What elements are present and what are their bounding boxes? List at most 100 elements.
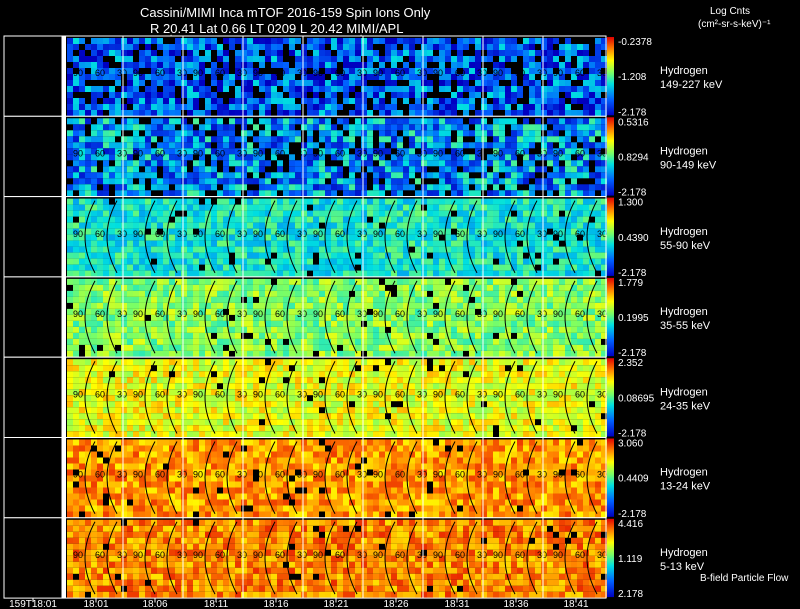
- panel-1: 90 60 30 90 60 30 90 60 30 90 60 30 90 60 30 90 60 30 90 60…: [3, 35, 723, 118]
- contour-label: 90: [373, 148, 383, 158]
- contour-label: 90: [193, 389, 203, 399]
- contour-label: 90: [493, 148, 503, 158]
- contour-label: 60: [215, 68, 225, 78]
- panels-group: 90 60 30 90 60 30 90 60 30 90 60 30 90 60 30 90 60 30 90 60…: [3, 35, 723, 600]
- colorbar-mid-label: 0.8294: [618, 152, 649, 163]
- contour-label: 90: [313, 148, 323, 158]
- contour-label: 60: [515, 148, 525, 158]
- contour-label: 90: [493, 229, 503, 239]
- species-label: Hydrogen: [660, 467, 708, 479]
- contour-label: 30: [297, 148, 307, 158]
- contour-label: 30: [597, 550, 607, 560]
- panel-4-contours: 90 60 30 90 60 30 90 60 30 90 60 30 90 60 30 90 60 30 90 60…: [73, 280, 607, 354]
- contour-label: 30: [597, 309, 607, 319]
- panel-4: 90 60 30 90 60 30 90 60 30 90 60 30 90 60 30 90 60 30 90 60…: [3, 276, 711, 359]
- contour-label: 60: [95, 148, 105, 158]
- colorbar-max-label: 0.5316: [618, 117, 649, 128]
- contour-label: 90: [553, 550, 563, 560]
- contour-label: 90: [133, 229, 143, 239]
- colorbar-min-label: -2.178: [618, 107, 647, 118]
- contour-label: 60: [335, 148, 345, 158]
- contour-label: 30: [297, 389, 307, 399]
- contour-label: 30: [537, 389, 547, 399]
- contour-label: 30: [237, 148, 247, 158]
- left-gap-box: [3, 356, 63, 439]
- colorbar-max-label: 1.779: [618, 278, 643, 289]
- contour-label: 90: [433, 389, 443, 399]
- colorbar-mid-label: 1.119: [618, 554, 643, 565]
- contour-label: 60: [215, 389, 225, 399]
- panel-4-heatmap: [67, 278, 607, 357]
- panel-5-heatmap: [67, 359, 607, 438]
- panel-5-colorbar: [607, 358, 614, 437]
- contour-label: 30: [117, 470, 127, 480]
- colorbar-mid-label: 0.1995: [618, 313, 649, 324]
- contour-label: 90: [433, 550, 443, 560]
- contour-label: 90: [553, 389, 563, 399]
- contour-label: 90: [373, 389, 383, 399]
- contour-label: 30: [117, 229, 127, 239]
- contour-label: 90: [73, 470, 83, 480]
- contour-label: 60: [215, 229, 225, 239]
- panel-7-contours: 90 60 30 90 60 30 90 60 30 90 60 30 90 60 30 90 60 30 90 60…: [73, 521, 607, 595]
- contour-label: 90: [553, 68, 563, 78]
- contour-label: 30: [177, 309, 187, 319]
- contour-label: 60: [515, 389, 525, 399]
- time-tick-label: 18:21: [323, 599, 348, 609]
- contour-label: 60: [395, 148, 405, 158]
- energy-range-label: 90-149 keV: [660, 159, 717, 171]
- contour-label: 90: [433, 470, 443, 480]
- contour-label: 30: [357, 309, 367, 319]
- contour-label: 60: [155, 470, 165, 480]
- left-gap-box: [3, 276, 63, 358]
- contour-label: 30: [357, 229, 367, 239]
- contour-label: 90: [133, 309, 143, 319]
- contour-label: 30: [117, 550, 127, 560]
- contour-label: 30: [297, 68, 307, 78]
- contour-label: 60: [455, 229, 465, 239]
- colorbar-min-label: 2.178: [618, 589, 643, 600]
- left-gap-box: [3, 115, 63, 198]
- contour-label: 60: [95, 389, 105, 399]
- contour-label: 30: [477, 470, 487, 480]
- contour-label: 60: [575, 148, 585, 158]
- left-gap-box: [3, 196, 63, 278]
- contour-label: 60: [455, 389, 465, 399]
- contour-label: 30: [417, 470, 427, 480]
- contour-label: 90: [373, 470, 383, 480]
- contour-label: 30: [297, 470, 307, 480]
- contour-label: 90: [193, 229, 203, 239]
- contour-label: 30: [417, 229, 427, 239]
- contour-label: 60: [275, 550, 285, 560]
- contour-label: 90: [373, 68, 383, 78]
- contour-label: 30: [357, 550, 367, 560]
- contour-label: 30: [597, 470, 607, 480]
- contour-label: 60: [395, 470, 405, 480]
- contour-label: 30: [537, 309, 547, 319]
- contour-label: 60: [335, 470, 345, 480]
- panel-5: 90 60 30 90 60 30 90 60 30 90 60 30 90 60 30 90 60 30 90 60…: [3, 356, 711, 440]
- contour-label: 90: [253, 470, 263, 480]
- contour-label: 60: [155, 68, 165, 78]
- colorbar-mid-label: 0.4390: [618, 233, 649, 244]
- contour-label: 90: [133, 550, 143, 560]
- contour-label: 30: [237, 470, 247, 480]
- contour-label: 60: [95, 550, 105, 560]
- contour-label: 90: [313, 229, 323, 239]
- contour-label: 60: [215, 550, 225, 560]
- contour-label: 60: [155, 550, 165, 560]
- contour-label: 60: [575, 389, 585, 399]
- contour-label: 30: [477, 68, 487, 78]
- units-label-2: (cm²-sr-s-keV)⁻¹: [698, 19, 771, 30]
- contour-label: 60: [275, 470, 285, 480]
- contour-label: 30: [477, 550, 487, 560]
- contour-label: 90: [493, 550, 503, 560]
- contour-label: 60: [335, 389, 345, 399]
- contour-label: 60: [335, 229, 345, 239]
- panel-1-colorbar: [607, 37, 614, 116]
- colorbar-max-label: 4.416: [618, 519, 643, 530]
- contour-label: 90: [493, 470, 503, 480]
- panel-6: 90 60 30 90 60 30 90 60 30 90 60 30 90 60 30 90 60 30 90 60…: [3, 437, 711, 520]
- contour-label: 30: [477, 229, 487, 239]
